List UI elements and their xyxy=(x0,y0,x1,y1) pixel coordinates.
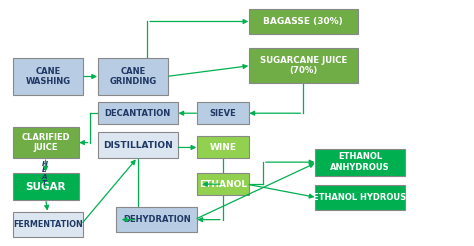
FancyBboxPatch shape xyxy=(12,127,79,158)
Text: BAGASSE (30%): BAGASSE (30%) xyxy=(263,17,343,26)
Text: FERMENTATION: FERMENTATION xyxy=(13,220,83,229)
Text: DECANTATION: DECANTATION xyxy=(105,109,171,118)
FancyBboxPatch shape xyxy=(249,9,357,34)
FancyBboxPatch shape xyxy=(117,207,197,232)
Text: ETHANOL: ETHANOL xyxy=(199,180,247,189)
Text: SIEVE: SIEVE xyxy=(210,109,236,118)
Text: DISTILLATION: DISTILLATION xyxy=(103,140,173,150)
FancyBboxPatch shape xyxy=(315,185,405,210)
Text: DEHYDRATION: DEHYDRATION xyxy=(123,215,191,224)
FancyBboxPatch shape xyxy=(98,58,168,95)
FancyBboxPatch shape xyxy=(12,212,83,237)
FancyBboxPatch shape xyxy=(12,173,79,200)
Text: CLARIFIED
JUICE: CLARIFIED JUICE xyxy=(21,133,70,152)
FancyBboxPatch shape xyxy=(197,102,249,124)
FancyBboxPatch shape xyxy=(197,137,249,158)
FancyBboxPatch shape xyxy=(98,102,178,124)
FancyBboxPatch shape xyxy=(197,173,249,195)
Text: ETHANOL
ANHYDROUS: ETHANOL ANHYDROUS xyxy=(330,153,390,172)
Text: ETHANOL HYDROUS: ETHANOL HYDROUS xyxy=(313,193,406,202)
Text: CANE
GRINDING: CANE GRINDING xyxy=(109,67,156,86)
Text: CANE
WASHING: CANE WASHING xyxy=(26,67,71,86)
FancyBboxPatch shape xyxy=(12,58,83,95)
Text: SUGARCANE JUICE
(70%): SUGARCANE JUICE (70%) xyxy=(260,56,347,75)
FancyBboxPatch shape xyxy=(249,48,357,83)
FancyBboxPatch shape xyxy=(98,132,178,158)
Text: WINE: WINE xyxy=(210,143,237,152)
FancyBboxPatch shape xyxy=(315,149,405,176)
Text: SUGAR: SUGAR xyxy=(25,182,66,192)
Text: H
E
A
T: H E A T xyxy=(42,161,48,186)
